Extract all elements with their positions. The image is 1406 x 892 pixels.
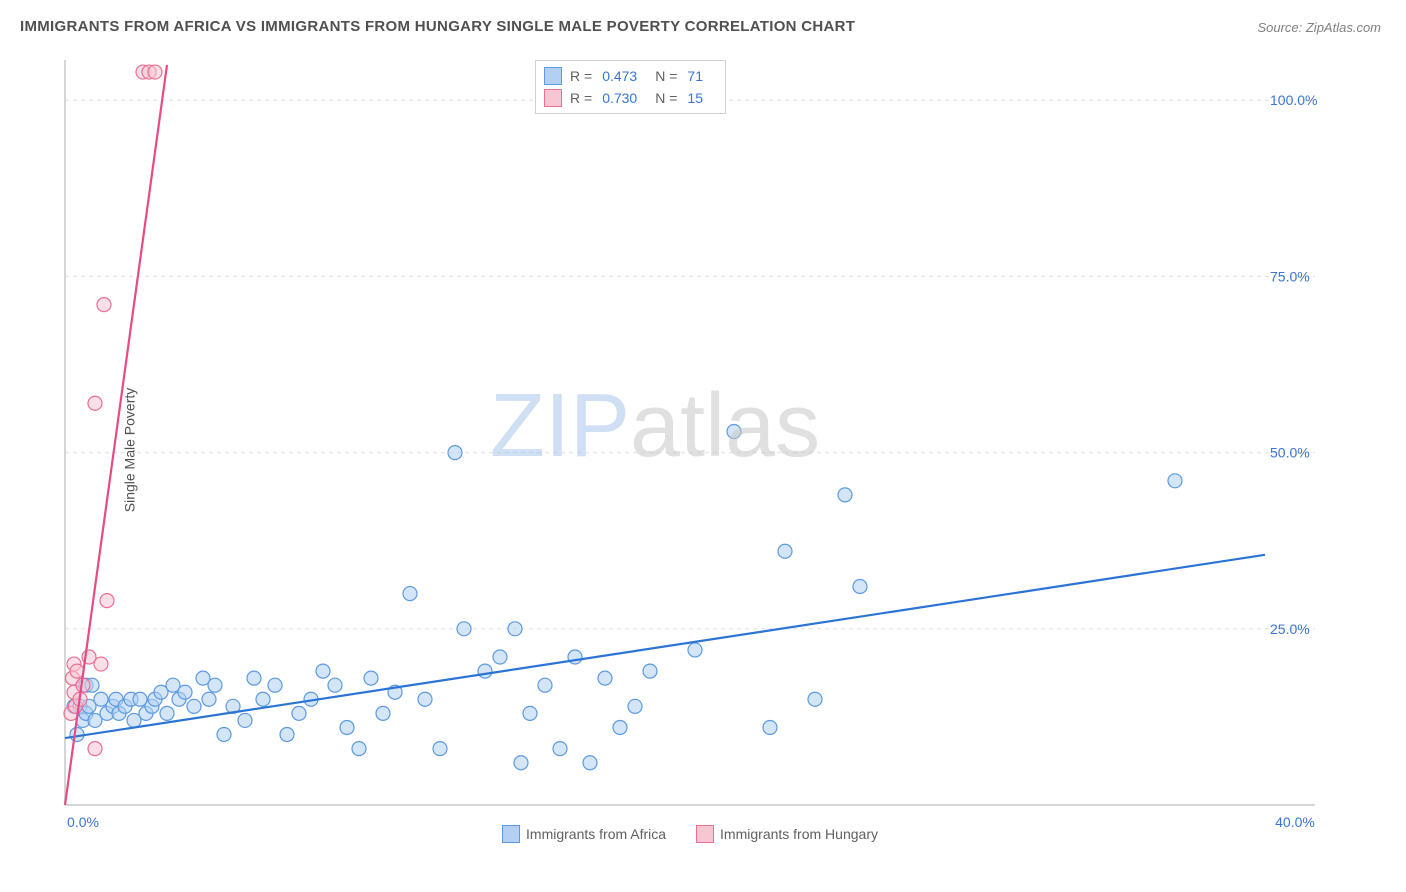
x-tick-label: 40.0%	[1275, 814, 1315, 830]
y-tick-label: 75.0%	[1270, 268, 1310, 284]
series-legend: Immigrants from Africa Immigrants from Hu…	[502, 825, 878, 843]
legend-swatch	[544, 67, 562, 85]
data-point	[418, 692, 432, 706]
data-point	[688, 643, 702, 657]
y-tick-label: 50.0%	[1270, 445, 1310, 461]
data-point	[238, 713, 252, 727]
n-label: N =	[655, 90, 677, 106]
data-point	[178, 685, 192, 699]
data-point	[292, 706, 306, 720]
data-point	[853, 580, 867, 594]
data-point	[763, 720, 777, 734]
data-point	[376, 706, 390, 720]
correlation-legend: R = 0.473 N = 71 R = 0.730 N = 15	[535, 60, 726, 114]
correlation-row: R = 0.473 N = 71	[544, 65, 713, 87]
n-value: 71	[687, 68, 703, 84]
source-label: Source: ZipAtlas.com	[1257, 20, 1381, 35]
data-point	[628, 699, 642, 713]
data-point	[808, 692, 822, 706]
data-point	[202, 692, 216, 706]
data-point	[838, 488, 852, 502]
data-point	[280, 728, 294, 742]
data-point	[643, 664, 657, 678]
r-label: R =	[570, 90, 592, 106]
data-point	[433, 742, 447, 756]
data-point	[514, 756, 528, 770]
data-point	[316, 664, 330, 678]
data-point	[478, 664, 492, 678]
r-value: 0.730	[602, 90, 637, 106]
data-point	[208, 678, 222, 692]
correlation-row: R = 0.730 N = 15	[544, 87, 713, 109]
chart-title: IMMIGRANTS FROM AFRICA VS IMMIGRANTS FRO…	[20, 18, 855, 35]
data-point	[583, 756, 597, 770]
data-point	[328, 678, 342, 692]
data-point	[778, 544, 792, 558]
data-point	[448, 446, 462, 460]
r-value: 0.473	[602, 68, 637, 84]
legend-label: Immigrants from Africa	[526, 826, 666, 842]
data-point	[457, 622, 471, 636]
data-point	[403, 587, 417, 601]
data-point	[247, 671, 261, 685]
data-point	[352, 742, 366, 756]
data-point	[538, 678, 552, 692]
legend-swatch	[544, 89, 562, 107]
data-point	[256, 692, 270, 706]
trend-line	[65, 555, 1265, 738]
y-tick-label: 25.0%	[1270, 621, 1310, 637]
data-point	[613, 720, 627, 734]
data-point	[217, 728, 231, 742]
data-point	[1168, 474, 1182, 488]
legend-item: Immigrants from Hungary	[696, 825, 878, 843]
data-point	[493, 650, 507, 664]
data-point	[598, 671, 612, 685]
legend-item: Immigrants from Africa	[502, 825, 666, 843]
plot-area: Single Male Poverty 25.0%50.0%75.0%100.0…	[55, 55, 1325, 845]
data-point	[148, 65, 162, 79]
scatter-chart: 25.0% 50.0% 75.0% 100.0% 0.0% 40.0%	[55, 55, 1325, 845]
legend-swatch	[696, 825, 714, 843]
x-tick-label: 0.0%	[67, 814, 99, 830]
data-point	[160, 706, 174, 720]
r-label: R =	[570, 68, 592, 84]
data-point	[88, 396, 102, 410]
data-point	[94, 657, 108, 671]
data-point	[100, 594, 114, 608]
data-point	[187, 699, 201, 713]
data-point	[553, 742, 567, 756]
data-point	[508, 622, 522, 636]
data-point	[268, 678, 282, 692]
data-point	[727, 424, 741, 438]
data-point	[97, 298, 111, 312]
data-point	[88, 742, 102, 756]
legend-label: Immigrants from Hungary	[720, 826, 878, 842]
n-value: 15	[687, 90, 703, 106]
data-point	[523, 706, 537, 720]
y-tick-label: 100.0%	[1270, 92, 1317, 108]
data-point	[340, 720, 354, 734]
legend-swatch	[502, 825, 520, 843]
data-point	[364, 671, 378, 685]
n-label: N =	[655, 68, 677, 84]
